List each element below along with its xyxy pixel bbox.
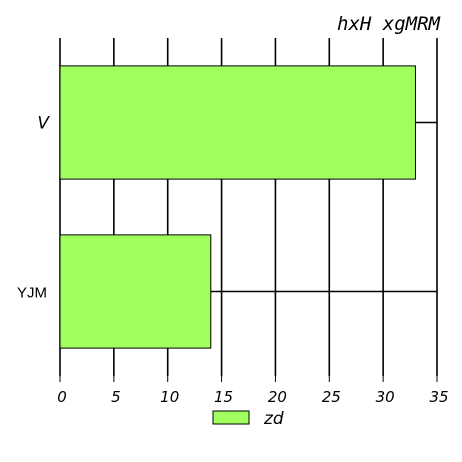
y-axis: V YJM xyxy=(17,114,50,302)
x-tick-label: 10 xyxy=(160,388,179,406)
chart-title: hxH xgMRM xyxy=(337,13,441,35)
y-tick-label: YJM xyxy=(17,285,47,302)
legend: zd xyxy=(212,409,284,429)
x-axis: 0 5 10 15 20 25 30 35 xyxy=(57,38,449,406)
bars xyxy=(59,65,416,349)
y-tick-label: V xyxy=(37,114,50,134)
x-tick-label: 20 xyxy=(268,388,287,406)
bar-v xyxy=(59,65,416,180)
legend-swatch xyxy=(212,410,250,425)
x-tick-label: 5 xyxy=(111,388,121,406)
x-tick-label: 15 xyxy=(214,388,233,406)
x-tick-label: 30 xyxy=(376,388,395,406)
x-tick-label: 25 xyxy=(322,388,341,406)
legend-label: zd xyxy=(263,409,284,429)
bar-yjm xyxy=(59,234,212,349)
x-tick-label: 0 xyxy=(57,388,67,406)
x-tick-label: 35 xyxy=(429,388,448,406)
